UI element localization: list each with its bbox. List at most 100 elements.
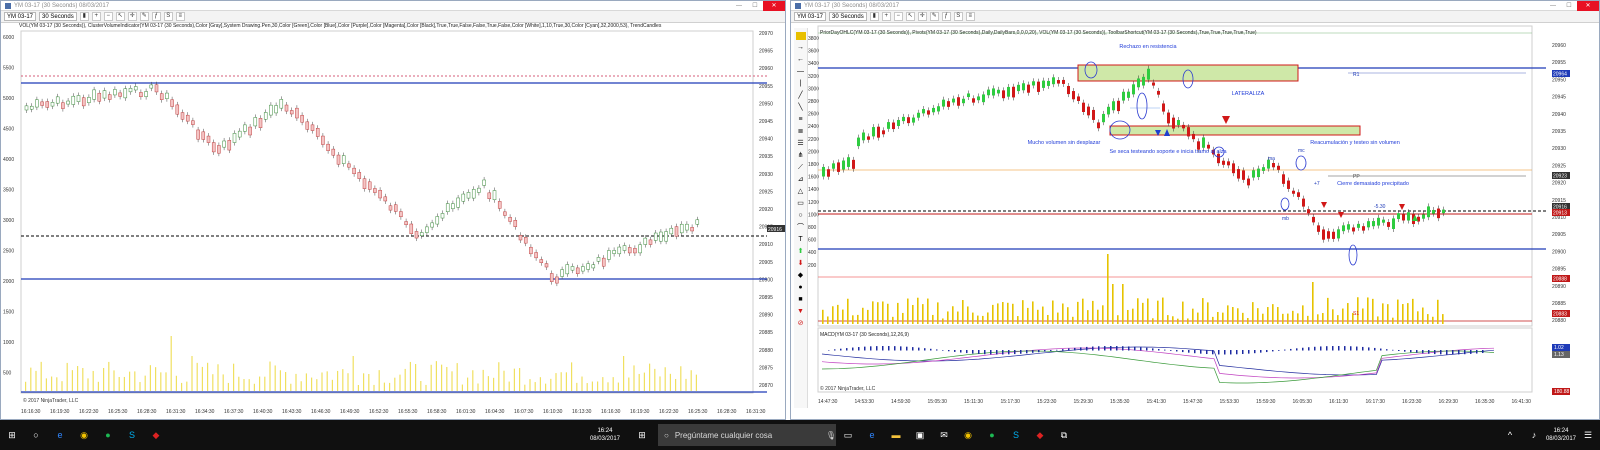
remove-drawings-icon[interactable]: ⊘ — [797, 320, 804, 327]
macd-histogram-bar — [1116, 346, 1118, 351]
interval-selector[interactable]: 30 Seconds — [39, 12, 77, 21]
candle-body — [1052, 77, 1055, 85]
tray-clock-right[interactable]: 16:24 08/03/2017 — [1546, 427, 1576, 443]
properties-icon[interactable]: ≡ — [175, 12, 185, 21]
macd-histogram-bar — [1272, 350, 1274, 352]
maximize-icon[interactable]: ☐ — [1566, 2, 1572, 9]
square-tool-icon[interactable]: ■ — [798, 296, 803, 303]
macd-histogram-bar — [1368, 347, 1370, 351]
explorer-icon[interactable]: ▬ — [891, 430, 901, 440]
zoom-out-icon[interactable]: − — [893, 12, 903, 21]
strategy-icon[interactable]: S — [953, 12, 963, 21]
chrome-icon[interactable]: ◉ — [80, 429, 88, 440]
fib-tool-icon[interactable]: ≣ — [797, 128, 804, 135]
macd-histogram-bar — [1446, 350, 1448, 355]
fib-ext-tool-icon[interactable]: ☰ — [797, 140, 804, 147]
maximize-icon[interactable]: ☐ — [752, 2, 758, 9]
candle-body — [399, 211, 403, 218]
close-icon[interactable]: ✕ — [1577, 1, 1599, 11]
properties-icon[interactable]: ≡ — [965, 12, 975, 21]
strategy-icon[interactable]: S — [163, 12, 173, 21]
ray-tool-icon[interactable]: ╲ — [798, 104, 803, 111]
minimize-icon[interactable]: — — [736, 2, 742, 9]
windows-start-icon[interactable]: ⊞ — [8, 429, 16, 440]
indicator-icon[interactable]: ƒ — [151, 12, 161, 21]
text-tool-icon[interactable]: T — [798, 236, 803, 243]
triangle-tool-icon[interactable]: △ — [797, 188, 804, 195]
interval-selector[interactable]: 30 Seconds — [829, 12, 867, 21]
bar-type-icon[interactable]: ▮ — [869, 12, 879, 21]
arc-tool-icon[interactable]: ⌒ — [797, 224, 804, 231]
dot-tool-icon[interactable]: ● — [798, 284, 803, 291]
rectangle-tool-icon[interactable]: ▭ — [797, 200, 804, 207]
pitchfork-tool-icon[interactable]: ⋔ — [797, 152, 804, 159]
store-icon[interactable]: ▣ — [915, 429, 925, 440]
left-price-plot[interactable]: 6000 5500 5000 4500 4000 3500 3000 2500 2000 1500… — [1, 23, 786, 420]
candle-body — [927, 110, 930, 115]
skype-icon[interactable]: S — [128, 430, 135, 440]
horizontal-line-tool-icon[interactable]: — — [797, 68, 804, 75]
draw-icon[interactable]: ✎ — [929, 12, 939, 21]
indicator-icon[interactable]: ƒ — [941, 12, 951, 21]
ninjatrader-icon[interactable]: ◆ — [1036, 429, 1044, 440]
crosshair-icon[interactable]: ✛ — [917, 12, 927, 21]
spotify-icon[interactable]: ● — [989, 430, 995, 440]
zoom-in-icon[interactable]: + — [881, 12, 891, 21]
candle-body — [378, 189, 382, 199]
instrument-selector[interactable]: YM 03-17 — [794, 12, 827, 21]
right-axis-tick: 20930 — [759, 172, 773, 178]
right-price-plot[interactable]: PriorDayOHLC(YM 03-17 (30 Seconds)), Piv… — [808, 22, 1600, 420]
candle-body — [1222, 160, 1225, 165]
regression-tool-icon[interactable]: ⟋ — [798, 164, 803, 171]
tray-clock-left[interactable]: 16:24 08/03/2017 — [590, 427, 620, 443]
cursor-icon[interactable]: ↖ — [905, 12, 915, 21]
windows-app-icon[interactable]: ⧉ — [1060, 429, 1068, 440]
search-input[interactable]: ○ Pregúntame cualquier cosa 🎙 — [658, 424, 836, 446]
diamond-tool-icon[interactable]: ◆ — [797, 272, 804, 279]
zoom-out-icon[interactable]: − — [103, 12, 113, 21]
arrow-left-tool-icon[interactable]: ← — [797, 56, 804, 63]
edge-icon[interactable]: e — [57, 430, 63, 440]
instrument-selector[interactable]: YM 03-17 — [4, 12, 37, 21]
right-axis-tick: 20970 — [759, 31, 773, 37]
notification-icon[interactable]: ^ — [1507, 430, 1513, 440]
cursor-icon[interactable]: ↖ — [115, 12, 125, 21]
edge-icon[interactable]: e — [869, 430, 875, 440]
candle-body — [430, 222, 434, 228]
mail-icon[interactable]: ✉ — [940, 429, 948, 440]
windows-start-icon[interactable]: ⊞ — [638, 429, 646, 440]
action-center-icon[interactable]: ☰ — [1583, 429, 1593, 440]
candle-body — [555, 276, 559, 284]
minimize-icon[interactable]: — — [1550, 2, 1556, 9]
gann-tool-icon[interactable]: ⊿ — [797, 176, 804, 183]
volume-icon[interactable]: ♪ — [1531, 430, 1537, 440]
chrome-icon[interactable]: ◉ — [964, 429, 972, 440]
bar-type-icon[interactable]: ▮ — [79, 12, 89, 21]
candle-body — [253, 117, 258, 127]
ray-tool-icon[interactable]: → — [797, 44, 804, 51]
task-view-icon[interactable]: ▭ — [843, 429, 853, 440]
arrow-up-tool-icon[interactable]: ⬆ — [797, 248, 804, 255]
left-axis-tick: 2500 — [3, 249, 14, 255]
triangle-down-tool-icon[interactable]: ▼ — [797, 308, 804, 315]
volume-bar — [1287, 313, 1289, 324]
vertical-line-tool-icon[interactable]: | — [799, 80, 802, 87]
skype-icon[interactable]: S — [1012, 430, 1019, 440]
arrow-down-tool-icon[interactable]: ⬇ — [797, 260, 804, 267]
highlight-tool-icon[interactable] — [795, 32, 806, 40]
close-icon[interactable]: ✕ — [763, 1, 785, 11]
microphone-icon[interactable]: 🎙 — [825, 430, 836, 440]
line-tool-icon[interactable]: ╱ — [798, 92, 803, 99]
ellipse-tool-icon[interactable]: ○ — [798, 212, 803, 219]
zoom-in-icon[interactable]: + — [91, 12, 101, 21]
crosshair-icon[interactable]: ✛ — [127, 12, 137, 21]
channel-tool-icon[interactable]: ≡ — [798, 116, 803, 123]
cortana-icon[interactable]: ○ — [33, 430, 39, 440]
spotify-icon[interactable]: ● — [105, 430, 111, 440]
volume-bar — [1367, 297, 1369, 324]
macd-histogram-bar — [948, 350, 950, 352]
volume-bar — [591, 381, 593, 391]
draw-icon[interactable]: ✎ — [139, 12, 149, 21]
ninjatrader-icon[interactable]: ◆ — [152, 429, 160, 440]
candle-body — [149, 84, 154, 89]
